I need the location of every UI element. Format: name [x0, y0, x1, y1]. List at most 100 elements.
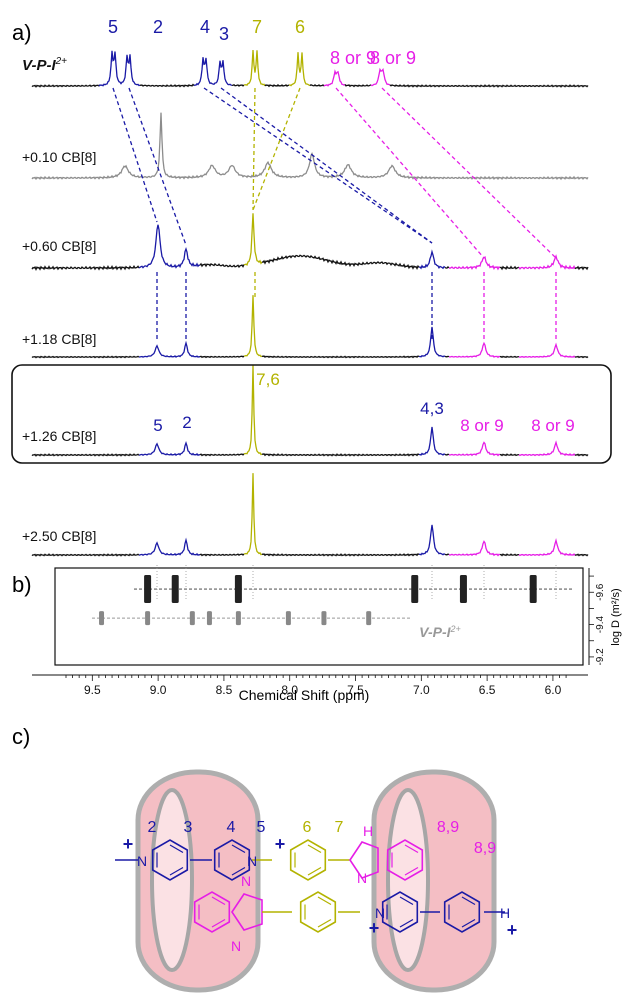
atom-number-label: 7: [335, 819, 344, 836]
peak-label: 8 or 9: [460, 416, 503, 435]
peak-label: 5: [108, 17, 118, 37]
trace-label: +0.60 CB[8]: [22, 238, 96, 254]
spectrum-segment: [419, 252, 445, 268]
spectrum-0.10-CB8: [32, 113, 588, 179]
spectrum-segment: [194, 57, 232, 85]
spectrum-segment: [345, 84, 371, 86]
phenylene-ring: [301, 892, 336, 932]
spectrum-V-P-I2+: [32, 50, 588, 87]
dosy-point-s1-1: [172, 575, 179, 603]
spectrum-segment: [575, 267, 588, 269]
spectrum-segment: [519, 345, 575, 358]
spectrum-segment: [575, 454, 588, 455]
connector-line: [113, 88, 157, 222]
spectrum-segment: [99, 51, 140, 86]
charge-label: +: [369, 918, 380, 938]
spectrum-1.26-CB8: [32, 365, 588, 456]
dosy-point-s1-0: [144, 575, 151, 603]
spectrum-segment: [445, 454, 449, 455]
spectrum-segment: [200, 264, 244, 267]
spectrum-segment: [262, 255, 419, 268]
peak-label: 4: [200, 17, 210, 37]
peak-label: 2: [182, 413, 191, 432]
spectrum-segment: [449, 343, 500, 357]
spectrum-segment: [449, 443, 500, 456]
x-tick-label: 8.5: [216, 683, 233, 697]
spectrum-segment: [419, 525, 445, 555]
connector-line: [253, 88, 255, 210]
spectrum-segment: [244, 50, 265, 86]
spectrum-segment: [244, 295, 262, 356]
dosy-point-s2-0: [99, 611, 104, 625]
atom-label: N: [357, 870, 367, 886]
atom-number-label: 8,9: [437, 819, 459, 836]
y-axis: -9.6 -9.4 -9.2: [589, 568, 606, 666]
ring-cavity: [388, 790, 428, 970]
spectrum-segment: [419, 427, 445, 455]
peak-label: 4,3: [420, 399, 444, 418]
atom-number-label: 4: [227, 819, 236, 836]
nmr-spectra: [32, 50, 588, 556]
x-tick-label: 9.5: [84, 683, 101, 697]
spectrum-segment: [262, 356, 419, 358]
spectrum-segment: [390, 85, 588, 87]
dosy-point-s2-7: [366, 611, 371, 625]
x-tick-label: 9.0: [150, 683, 167, 697]
dosy-point-s2-2: [190, 611, 195, 625]
dosy-point-s2-6: [321, 611, 326, 625]
spectrum-segment: [32, 266, 139, 269]
spectrum-segment: [139, 343, 200, 357]
spectrum-segment: [32, 113, 588, 179]
ring-cavity: [152, 790, 192, 970]
y-tick-label: -9.4: [595, 616, 606, 634]
spectrum-segment: [519, 256, 575, 269]
spectrum-segment: [265, 85, 289, 86]
dosy-plot: V-P-I2+: [92, 565, 572, 640]
spectrum-segment: [500, 356, 519, 357]
peak-label: 5: [153, 416, 162, 435]
spectrum-segment: [232, 85, 244, 86]
panel-a-label: a): [12, 20, 32, 45]
spectrum-segment: [32, 554, 139, 556]
trace-label: +2.50 CB[8]: [22, 528, 96, 544]
dosy-point-s2-5: [286, 611, 291, 625]
atom-label: N: [137, 853, 147, 869]
connector-line: [204, 88, 432, 243]
atom-number-label: 8,9: [474, 840, 496, 857]
atom-number-label: 6: [303, 819, 312, 836]
spectrum-segment: [445, 356, 449, 357]
peak-label: 2: [153, 17, 163, 37]
spectrum-segment: [32, 454, 139, 456]
y-axis-label: log D (m²/s): [610, 588, 622, 645]
dosy-point-s2-1: [145, 611, 150, 625]
dosy-point-s1-4: [460, 575, 467, 603]
peak-label: 8 or 9: [370, 48, 416, 68]
spectrum-segment: [445, 267, 449, 268]
atom-label: H: [363, 823, 373, 839]
spectrum-segment: [32, 85, 99, 87]
trace-label: +0.10 CB[8]: [22, 149, 96, 165]
charge-label: +: [275, 834, 286, 854]
spectrum-segment: [200, 454, 244, 456]
dosy-point-s1-5: [530, 575, 537, 603]
spectrum-segment: [500, 554, 519, 555]
trace-label: +1.18 CB[8]: [22, 331, 96, 347]
spectrum-segment: [244, 213, 262, 265]
panel-c-label: c): [12, 724, 30, 749]
spectrum-segment: [140, 85, 194, 87]
spectrum-segment: [139, 225, 200, 268]
x-tick-label: 7.0: [413, 683, 430, 697]
atom-label: N: [241, 873, 251, 889]
y-tick-label: -9.2: [595, 648, 606, 666]
cucurbituril-ring: [374, 772, 494, 990]
peak-label: 3: [219, 24, 229, 44]
highlight-box: [12, 365, 611, 463]
spectrum-segment: [244, 473, 262, 554]
spectrum-segment: [445, 554, 449, 555]
spectrum-segment: [519, 541, 575, 556]
atom-number-label: 5: [257, 819, 266, 836]
spectrum-segment: [575, 554, 588, 555]
peak-label: 7,6: [256, 370, 280, 389]
